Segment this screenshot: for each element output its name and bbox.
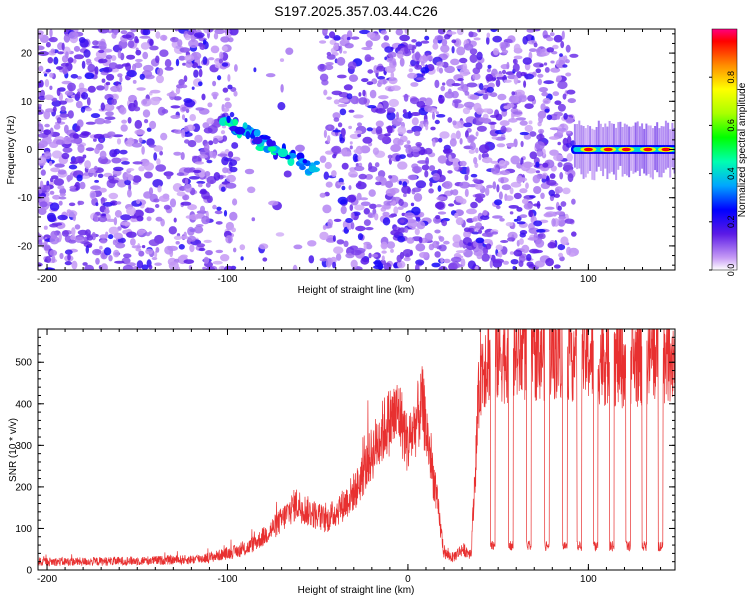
y-tick-label: -10 — [18, 193, 33, 204]
chart-title: S197.2025.357.03.44.C26 — [274, 3, 438, 19]
y-tick-label: 0 — [26, 566, 32, 577]
colorbar: 0.0 0.2 0.4 0.6 0.8 Normalized spectral ampl… — [709, 28, 748, 276]
spectrogram-image — [38, 29, 675, 270]
y-tick-label: -20 — [18, 241, 33, 252]
colorbar-gradient — [711, 28, 738, 271]
x-tick-label: -200 — [37, 274, 57, 285]
y-tick-label: 100 — [15, 524, 32, 535]
spectrogram-ylabel: Frequency (Hz) — [6, 116, 17, 185]
y-tick-label: 0 — [26, 145, 32, 156]
snr-ylabel: SNR (10 * v/v) — [8, 418, 19, 482]
snr-panel: -200 -100 0 100 0 100 200 300 400 500 Height of s… — [8, 328, 676, 596]
spectrogram-xlabel: Height of straight line (km) — [298, 285, 415, 296]
x-tick-label: 0 — [405, 574, 411, 585]
colorbar-label: Normalized spectral amplitude — [737, 82, 748, 217]
colorbar-tick-label: 0.6 — [726, 119, 736, 132]
colorbar-tick-label: 0.8 — [726, 71, 736, 84]
colorbar-tick-label: 0.4 — [726, 167, 736, 180]
snr-frame — [37, 328, 676, 571]
snr-series-line — [38, 329, 675, 567]
snr-plot-area — [38, 329, 675, 570]
x-tick-label: -100 — [217, 274, 237, 285]
y-tick-label: 300 — [15, 441, 32, 452]
x-tick-label: 100 — [580, 274, 597, 285]
colorbar-tick-label: 0.0 — [726, 264, 736, 277]
y-tick-label: 200 — [15, 482, 32, 493]
y-tick-label: 500 — [15, 358, 32, 369]
y-tick-label: 20 — [21, 49, 33, 60]
colorbar-ticks: 0.0 0.2 0.4 0.6 0.8 — [709, 71, 736, 276]
y-tick-label: 10 — [21, 97, 33, 108]
colorbar-tick-label: 0.2 — [726, 216, 736, 229]
x-tick-label: -100 — [217, 574, 237, 585]
x-tick-label: 100 — [580, 574, 597, 585]
x-tick-label: -200 — [37, 574, 57, 585]
y-tick-label: 400 — [15, 399, 32, 410]
x-tick-label: 0 — [405, 274, 411, 285]
snr-axes: -200 -100 0 100 0 100 200 300 400 500 — [15, 329, 675, 585]
snr-xlabel: Height of straight line (km) — [298, 585, 415, 596]
